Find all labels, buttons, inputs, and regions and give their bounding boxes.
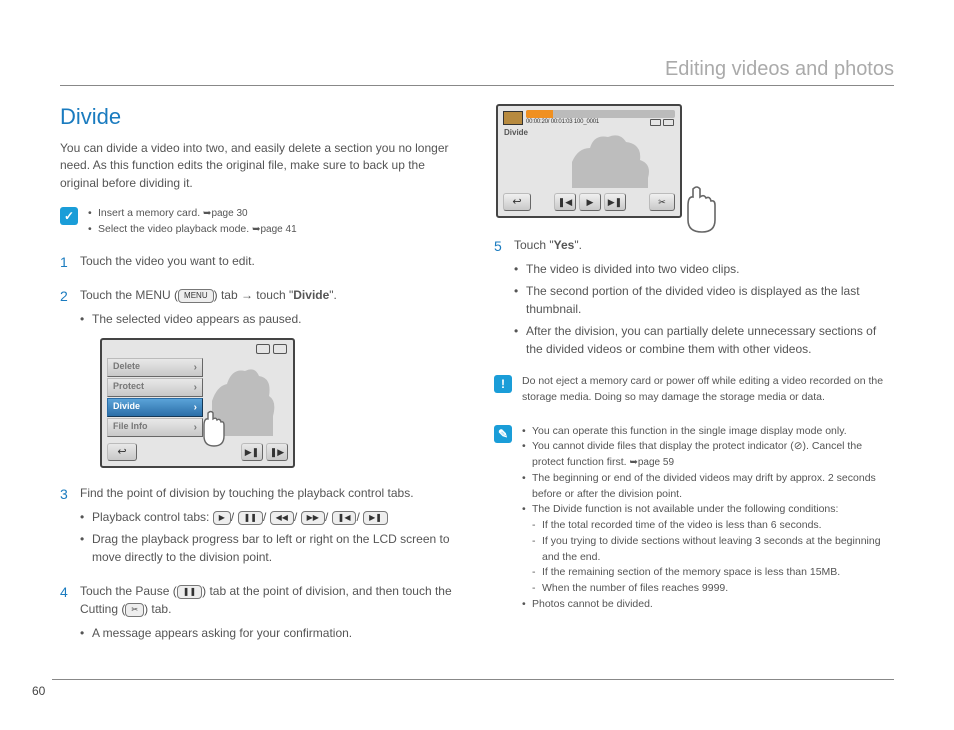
video-silhouette	[560, 128, 670, 192]
step-5-sub: The second portion of the divided video …	[514, 282, 894, 318]
scissors-icon: ✂	[125, 603, 144, 617]
playback-btn[interactable]: ❚▶	[266, 443, 288, 461]
right-column: 00:00:20/ 00:01:03 100_0001 Divide ↩ ❚◀ …	[494, 104, 894, 658]
step-5: Touch "Yes". The video is divided into t…	[494, 236, 894, 358]
warning-note: ! Do not eject a memory card or power of…	[494, 374, 894, 406]
info-item: The beginning or end of the divided vide…	[522, 471, 894, 503]
info-icon: ✎	[494, 425, 512, 443]
menu-icon: MENU	[178, 289, 214, 303]
precheck-item: Select the video playback mode. ➥page 41	[88, 222, 297, 238]
info-item: You cannot divide files that display the…	[522, 439, 894, 471]
forward-icon: ▶▶	[301, 511, 325, 525]
footer-rule	[52, 679, 894, 680]
status-icons	[256, 344, 287, 354]
timecode: 00:00:20/ 00:01:03 100_0001	[526, 119, 599, 125]
step-4-sub: A message appears asking for your confir…	[80, 624, 460, 642]
precheck-item: Insert a memory card. ➥page 30	[88, 206, 297, 222]
frame-back-icon: ❚◀	[332, 511, 357, 525]
menu-item-protect[interactable]: Protect›	[107, 378, 203, 397]
step-5-sub: After the division, you can partially de…	[514, 322, 894, 358]
info-item: Photos cannot be divided.	[522, 597, 894, 613]
step-2: Touch the MENU (MENU) tab → touch "Divid…	[60, 286, 460, 468]
info-subitem: If you trying to divide sections without…	[532, 534, 894, 566]
frame-back-button[interactable]: ❚◀	[554, 193, 576, 211]
camera-screen-divide: 00:00:20/ 00:01:03 100_0001 Divide ↩ ❚◀ …	[496, 104, 682, 218]
step-3-sub-drag: Drag the playback progress bar to left o…	[80, 530, 460, 566]
intro-text: You can divide a video into two, and eas…	[60, 140, 460, 192]
step-3: Find the point of division by touching t…	[60, 484, 460, 566]
menu-item-divide[interactable]: Divide›	[107, 398, 203, 417]
info-note: ✎ You can operate this function in the s…	[494, 424, 894, 613]
status-icons	[650, 119, 674, 126]
info-item: You can operate this function in the sin…	[522, 424, 894, 440]
rewind-icon: ◀◀	[270, 511, 294, 525]
progress-bar[interactable]	[526, 110, 675, 118]
info-subitem: If the remaining section of the memory s…	[532, 565, 894, 581]
steps-list: Touch the video you want to edit. Touch …	[60, 252, 460, 642]
left-column: Divide You can divide a video into two, …	[60, 104, 460, 658]
arrow-icon: →	[241, 288, 253, 302]
frame-fwd-icon: ▶❚	[363, 511, 388, 525]
cut-button[interactable]: ✂	[649, 193, 675, 211]
play-button[interactable]: ▶	[579, 193, 601, 211]
camera-screen-menu: Delete› Protect› Divide› File Info› ↩ ▶❚…	[100, 338, 295, 468]
pause-icon: ❚❚	[177, 585, 202, 599]
back-button[interactable]: ↩	[107, 443, 137, 461]
playback-btn[interactable]: ▶❚	[241, 443, 263, 461]
mode-label: Divide	[504, 128, 528, 137]
precheck-note: ✓ Insert a memory card. ➥page 30 Select …	[60, 206, 460, 238]
pause-icon: ❚❚	[238, 511, 263, 525]
warning-icon: !	[494, 375, 512, 393]
menu-item-fileinfo[interactable]: File Info›	[107, 418, 203, 437]
touch-hand-icon	[194, 408, 236, 450]
thumbnail-icon	[503, 111, 523, 125]
section-title: Divide	[60, 104, 460, 130]
info-item: The Divide function is not available und…	[522, 502, 894, 597]
step-1: Touch the video you want to edit.	[60, 252, 460, 270]
header-rule	[60, 85, 894, 86]
back-button[interactable]: ↩	[503, 193, 531, 211]
protect-icon: ⊘	[794, 440, 803, 452]
play-icon: ▶	[213, 511, 231, 525]
step-4: Touch the Pause (❚❚) tab at the point of…	[60, 582, 460, 642]
info-subitem: If the total recorded time of the video …	[532, 518, 894, 534]
step-3-sub-controls: Playback control tabs: ▶/ ❚❚/ ◀◀/ ▶▶/ ❚◀…	[80, 508, 460, 526]
page-number: 60	[32, 684, 45, 698]
step-5-sub: The video is divided into two video clip…	[514, 260, 894, 278]
chapter-title: Editing videos and photos	[60, 58, 894, 81]
check-icon: ✓	[60, 207, 78, 225]
menu-item-delete[interactable]: Delete›	[107, 358, 203, 377]
touch-hand-icon	[674, 182, 730, 238]
info-subitem: When the number of files reaches 9999.	[532, 581, 894, 597]
frame-fwd-button[interactable]: ▶❚	[604, 193, 626, 211]
step-2-sub: The selected video appears as paused.	[80, 310, 460, 328]
warning-text: Do not eject a memory card or power off …	[522, 374, 894, 406]
